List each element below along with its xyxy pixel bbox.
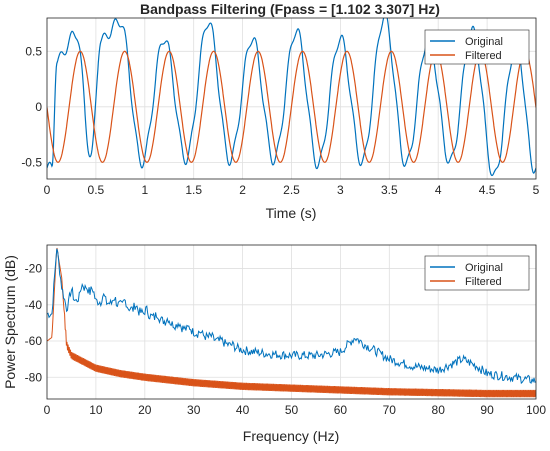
x-axis-label: Time (s) [266,205,317,221]
x-axis-label: Frequency (Hz) [243,428,339,444]
plot-frame [46,17,537,180]
legend-label-original: Original [465,36,503,48]
x-tick-label: 1.5 [185,183,202,197]
x-tick-label: 0 [44,403,51,417]
y-tick-label: -20 [25,262,43,276]
y-tick-label: -40 [25,298,43,312]
tick-labels: 0 0.5 1 1.5 2 2.5 3 3.5 4 4.5 5-0.500.5 [21,44,539,197]
series-line-original [47,248,536,385]
x-tick-label: 70 [383,403,397,417]
legend: Original Filtered [424,29,530,65]
plot-frame [46,244,537,400]
legend-label-filtered: Filtered [465,50,502,62]
series-line-filtered [47,247,536,398]
x-tick-label: 10 [89,403,103,417]
x-tick-label: 2.5 [283,183,300,197]
x-tick-label: 3 [337,183,344,197]
time-domain-plot: Bandpass Filtering (Fpass = [1.102 3.307… [21,1,539,221]
y-tick-label: -60 [25,334,43,348]
x-tick-label: 0 [44,183,51,197]
legend-label-filtered: Filtered [465,276,502,288]
y-tick-label: -80 [25,370,43,384]
y-tick-label: -0.5 [21,155,42,169]
y-tick-label: 0 [35,100,42,114]
series-line-filtered [47,50,536,163]
series-line-original [47,18,536,177]
legend-label-original: Original [465,262,503,274]
x-tick-label: 60 [334,403,348,417]
x-tick-label: 4.5 [479,183,496,197]
x-tick-label: 4 [435,183,442,197]
chart-title: Bandpass Filtering (Fpass = [1.102 3.307… [140,1,440,17]
x-tick-label: 0.5 [88,183,105,197]
legend-box [424,255,530,291]
y-tick-label: 0.5 [25,44,42,58]
x-tick-label: 40 [236,403,250,417]
legend: Original Filtered [424,255,530,291]
x-tick-label: 80 [432,403,446,417]
power-spectrum-plot: 0 10 20 30 40 50 60 70 80 90 100 -20 -40 -60 -80 Frequ… [2,244,547,444]
tick-labels: 0 10 20 30 40 50 60 70 80 90 100 -20 -40 -60 -80 [25,262,547,417]
series-lines [47,18,536,177]
x-tick-label: 90 [480,403,494,417]
x-tick-label: 2 [239,183,246,197]
y-axis-label: Power Spectrum (dB) [2,255,18,389]
x-tick-label: 5 [533,183,540,197]
x-tick-label: 3.5 [381,183,398,197]
x-tick-label: 20 [138,403,152,417]
series-lines [47,247,536,398]
x-tick-label: 30 [187,403,201,417]
x-tick-label: 50 [285,403,299,417]
x-tick-label: 100 [526,403,546,417]
legend-box [424,29,530,65]
x-tick-label: 1 [141,183,148,197]
